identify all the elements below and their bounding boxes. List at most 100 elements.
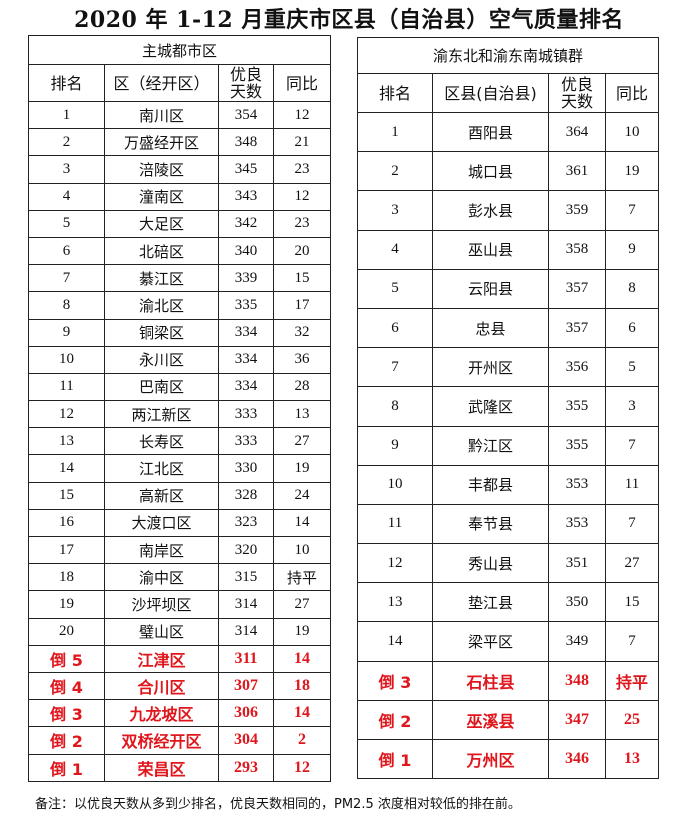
rank-cell: 4 [28,182,105,211]
yoy-cell: 15 [604,582,660,623]
district-cell: 巫山县 [432,229,549,270]
northeast-southeast-ranking-table: 渝东北和渝东南城镇群 排名 区县(自治县) 优良 天数 同比 1 酉阳县 364 10 2 城口县 36… [356,37,660,780]
yoy-cell: 19 [604,151,660,192]
district-cell: 涪陵区 [104,155,219,184]
district-cell: 万州区 [432,738,549,780]
table-row: 18 渝中区 315 持平 [28,563,332,592]
table-row: 4 巫山县 358 9 [357,229,660,270]
rank-cell: 20 [28,617,105,646]
table-row: 6 忠县 357 6 [357,307,660,349]
district-cell: 渝中区 [104,563,219,592]
column-header: 同比 [604,73,660,113]
table-row: 11 奉节县 353 7 [357,503,660,545]
rank-cell: 10 [357,464,433,505]
yoy-cell: 25 [604,699,660,741]
good-days-cell: 315 [218,563,274,592]
district-cell: 奉节县 [432,503,549,545]
table-row: 6 北碚区 340 20 [28,236,332,266]
table-row: 10 永川区 334 36 [28,345,332,374]
rank-cell: 倒 3 [357,660,433,701]
good-days-cell: 355 [548,425,606,466]
district-cell: 大渡口区 [104,508,219,538]
bottom-ranked-row: 倒 1 万州区 346 13 [357,738,660,780]
yoy-cell: 24 [272,481,332,510]
yoy-cell: 14 [272,644,332,673]
good-days-cell: 353 [548,503,606,545]
district-cell: 綦江区 [104,264,219,293]
yoy-cell: 20 [272,236,332,266]
yoy-cell: 13 [604,738,660,780]
good-days-cell: 355 [548,386,606,427]
table-row: 8 武隆区 355 3 [357,386,660,427]
table-row: 4 潼南区 343 12 [28,182,332,211]
good-days-cell: 361 [548,151,606,192]
rank-cell: 17 [28,535,105,565]
district-cell: 璧山区 [104,617,219,646]
district-cell: 彭水县 [432,190,549,231]
bottom-ranked-row: 倒 2 巫溪县 347 25 [357,699,660,741]
good-days-cell: 304 [218,726,274,755]
yoy-cell: 14 [272,699,332,728]
rank-cell: 6 [28,236,105,266]
good-days-cell: 359 [548,190,606,231]
yoy-cell: 27 [272,427,332,456]
district-cell: 潼南区 [104,182,219,211]
rank-cell: 倒 1 [357,738,433,780]
yoy-cell: 27 [604,543,660,584]
table-row: 3 涪陵区 345 23 [28,155,332,184]
rank-cell: 倒 3 [28,699,105,728]
rank-cell: 1 [28,100,105,130]
table-row: 12 两江新区 333 13 [28,400,332,429]
rank-cell: 倒 2 [357,699,433,741]
good-days-cell: 356 [548,347,606,388]
table-row: 1 南川区 354 12 [28,100,332,130]
district-cell: 梁平区 [432,621,549,662]
rank-cell: 13 [357,582,433,623]
yoy-cell: 21 [272,128,332,157]
district-cell: 黔江区 [432,425,549,466]
rank-cell: 倒 2 [28,726,105,755]
district-cell: 垫江县 [432,582,549,623]
good-days-cell: 330 [218,454,274,483]
good-days-cell: 358 [548,229,606,270]
good-days-cell: 335 [218,291,274,320]
rank-cell: 9 [28,318,105,347]
rank-cell: 3 [28,155,105,184]
rank-cell: 5 [28,209,105,238]
good-days-cell: 307 [218,671,274,701]
good-days-cell: 311 [218,644,274,673]
district-cell: 南川区 [104,100,219,130]
good-days-cell: 346 [548,738,606,780]
district-cell: 荣昌区 [104,753,219,782]
district-cell: 忠县 [432,307,549,349]
rank-cell: 14 [357,621,433,662]
yoy-cell: 12 [272,753,332,782]
yoy-cell: 17 [272,291,332,320]
district-cell: 酉阳县 [432,111,549,153]
district-cell: 高新区 [104,481,219,510]
district-cell: 北碚区 [104,236,219,266]
rank-cell: 倒 5 [28,644,105,673]
good-days-cell: 306 [218,699,274,728]
table-row: 15 高新区 328 24 [28,481,332,510]
good-days-cell: 353 [548,464,606,505]
table-row: 10 丰都县 353 11 [357,464,660,505]
table-row: 2 城口县 361 19 [357,151,660,192]
district-cell: 巴南区 [104,372,219,402]
good-days-cell: 340 [218,236,274,266]
good-days-cell: 334 [218,345,274,374]
table-row: 5 大足区 342 23 [28,209,332,238]
yoy-cell: 7 [604,503,660,545]
district-cell: 永川区 [104,345,219,374]
yoy-cell: 18 [272,671,332,701]
table-row: 19 沙坪坝区 314 27 [28,590,332,619]
district-cell: 两江新区 [104,400,219,429]
yoy-cell: 12 [272,182,332,211]
yoy-cell: 36 [272,345,332,374]
yoy-cell: 6 [604,307,660,349]
good-days-cell: 334 [218,318,274,347]
district-cell: 巫溪县 [432,699,549,741]
rank-cell: 14 [28,454,105,483]
table-row: 9 铜梁区 334 32 [28,318,332,347]
good-days-cell: 328 [218,481,274,510]
